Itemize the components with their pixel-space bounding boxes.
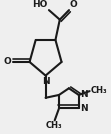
Text: O: O — [4, 57, 11, 66]
Text: O: O — [70, 0, 77, 10]
Text: HO: HO — [33, 0, 48, 10]
Text: N: N — [80, 104, 88, 113]
Text: N: N — [80, 90, 88, 99]
Text: CH₃: CH₃ — [91, 86, 107, 95]
Text: CH₃: CH₃ — [46, 121, 62, 130]
Text: N: N — [42, 77, 50, 86]
